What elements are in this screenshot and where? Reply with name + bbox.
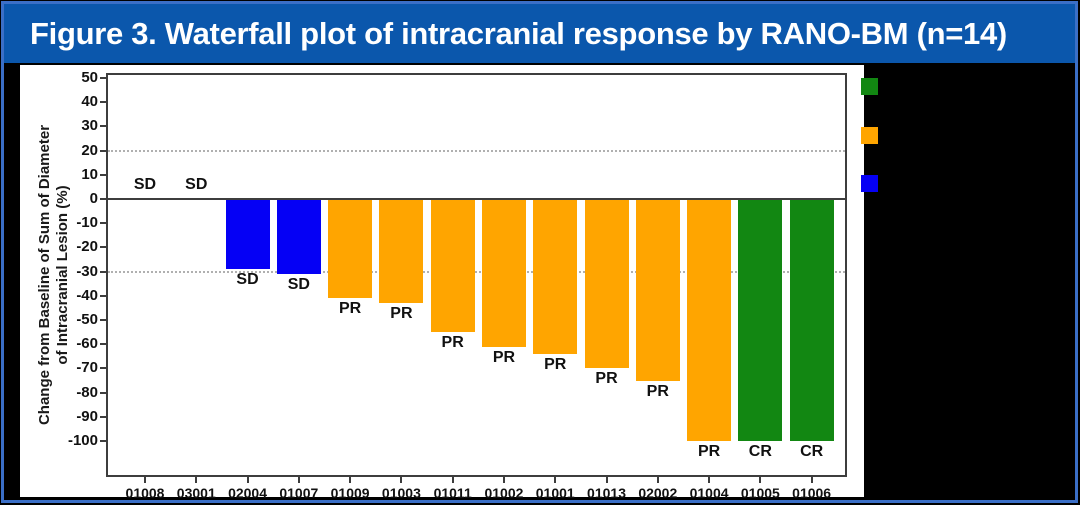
- x-tick-label: 01006: [792, 485, 832, 501]
- y-tick-mark: [100, 246, 106, 249]
- y-tick-mark: [100, 343, 106, 346]
- x-tick-label: 02002: [638, 485, 678, 501]
- y-tick-label: 40: [81, 93, 98, 111]
- x-tick-mark: [656, 477, 659, 483]
- y-tick-mark: [100, 77, 106, 79]
- y-tick-label: 20: [81, 141, 98, 159]
- x-tick-mark: [502, 477, 505, 483]
- y-tick-label: -100: [67, 432, 98, 449]
- bar-label: PR: [595, 370, 618, 388]
- x-tick-label: 03001: [176, 485, 216, 501]
- x-tick-mark: [349, 477, 352, 483]
- y-tick-label: -10: [76, 214, 98, 232]
- plot-area: 50 40 30 20 10 0 -10 -20 -30 -40 -50 -60 -70 -80 -90 -1…: [68, 69, 847, 501]
- bar-label: SD: [287, 276, 310, 294]
- bar-label: PR: [338, 300, 362, 318]
- bar-label: CR: [800, 443, 824, 460]
- figure-title-bar: Figure 3. Waterfall plot of intracranial…: [4, 4, 1075, 63]
- x-tick-label: 02004: [228, 485, 268, 501]
- legend-swatch-orange: [861, 127, 878, 144]
- y-tick-label: -20: [76, 238, 98, 256]
- x-tick-mark: [451, 477, 454, 483]
- x-tick-label: 01001: [535, 485, 575, 501]
- bar: [276, 200, 321, 275]
- legend-swatch-blue: [861, 175, 878, 192]
- bar-label: PR: [646, 382, 669, 400]
- x-tick-mark: [810, 477, 813, 483]
- bar-label: SD: [236, 271, 259, 289]
- bar-label: CR: [748, 443, 772, 460]
- y-tick-mark: [100, 391, 106, 394]
- y-tick-mark: [100, 149, 106, 152]
- y-tick-mark: [100, 415, 106, 418]
- bar-label: PR: [492, 348, 516, 366]
- y-tick-label: -50: [76, 311, 98, 328]
- y-tick-mark: [100, 125, 106, 128]
- y-tick-label: -40: [76, 286, 98, 304]
- bar: [379, 200, 424, 304]
- x-tick-mark: [297, 477, 300, 483]
- y-tick-label: 10: [81, 165, 98, 183]
- x-tick-label: 01007: [279, 485, 319, 501]
- bar: [687, 200, 732, 441]
- legend-swatch-green: [861, 78, 878, 95]
- reference-gridline: [108, 270, 845, 273]
- y-tick-label: -80: [76, 383, 98, 401]
- y-tick-label: -70: [76, 359, 98, 377]
- y-tick-mark: [100, 270, 106, 273]
- zero-line: [108, 198, 845, 200]
- bar: [635, 200, 680, 381]
- y-tick-mark: [100, 198, 106, 200]
- bar-label: PR: [441, 334, 464, 352]
- bar: [533, 200, 578, 354]
- x-tick-mark: [195, 477, 198, 483]
- x-tick-label: 01009: [330, 485, 370, 501]
- y-tick-mark: [100, 294, 106, 297]
- x-tick-label: 01002: [484, 485, 524, 501]
- bar: [738, 200, 783, 441]
- y-tick-label: 0: [89, 190, 98, 207]
- y-tick-label: 50: [81, 69, 98, 86]
- y-tick-label: 30: [81, 117, 98, 135]
- y-tick-mark: [100, 222, 106, 225]
- figure-body: Change from Baseline of Sum of Diameter …: [4, 63, 1075, 501]
- bar-label: PR: [697, 443, 721, 460]
- bar: [328, 200, 373, 299]
- bar-label: PR: [390, 305, 413, 323]
- y-tick-mark: [100, 101, 106, 104]
- y-tick-label: -60: [76, 335, 98, 353]
- x-tick-label: 01004: [689, 485, 729, 501]
- plot-panel: Change from Baseline of Sum of Diameter …: [20, 65, 864, 501]
- y-tick-label: -90: [76, 407, 98, 425]
- x-tick-mark: [708, 477, 711, 483]
- bar-label: SD: [133, 176, 157, 193]
- x-tick-mark: [759, 477, 762, 483]
- bar: [789, 200, 834, 441]
- reference-gridline: [108, 149, 845, 152]
- y-tick-mark: [100, 440, 106, 442]
- bar-label: PR: [544, 355, 567, 373]
- bar: [225, 200, 270, 270]
- x-tick-mark: [144, 477, 146, 483]
- x-tick-label: 01005: [740, 485, 780, 501]
- x-tick-mark: [400, 477, 403, 483]
- figure-title: Figure 3. Waterfall plot of intracranial…: [30, 15, 1007, 51]
- x-tick-label: 01011: [433, 485, 472, 501]
- x-tick-mark: [246, 477, 249, 483]
- y-tick-label: -30: [76, 262, 98, 280]
- bar-label: SD: [185, 176, 208, 193]
- x-tick-label: 01003: [381, 485, 421, 501]
- bar: [584, 200, 629, 369]
- x-tick-mark: [605, 477, 608, 483]
- y-tick-mark: [100, 319, 106, 321]
- bar: [430, 200, 475, 333]
- y-tick-mark: [100, 173, 106, 176]
- x-tick-label: 01013: [587, 485, 626, 501]
- x-tick-mark: [554, 477, 557, 483]
- x-tick-label: 01008: [125, 485, 165, 501]
- y-tick-mark: [100, 367, 106, 370]
- bar: [481, 200, 526, 347]
